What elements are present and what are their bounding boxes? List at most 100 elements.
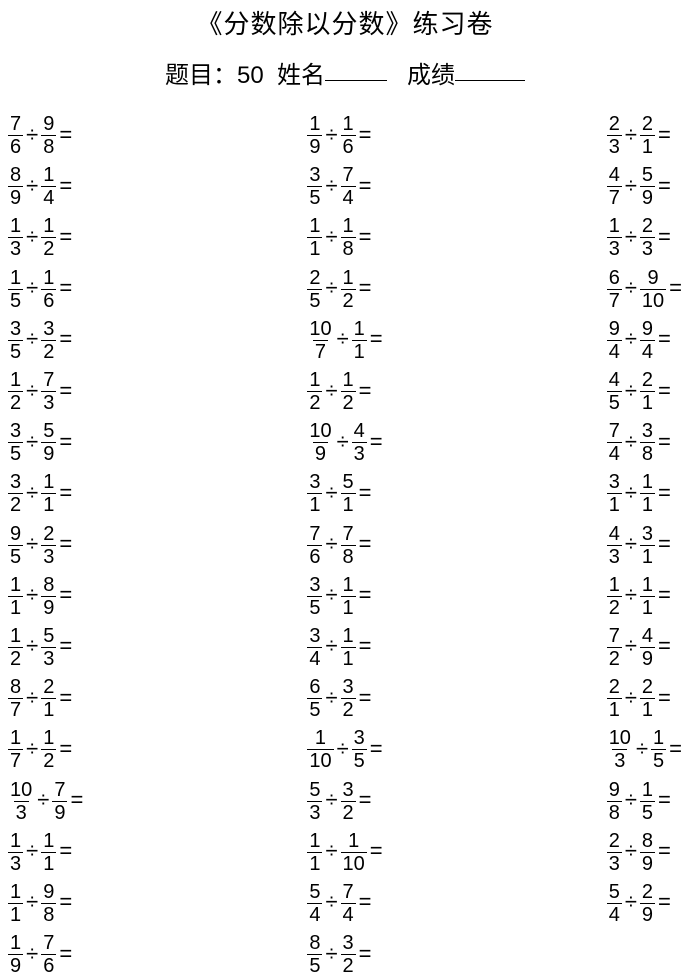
fraction: 87 <box>8 677 23 720</box>
fraction: 35 <box>8 421 23 464</box>
fraction-numerator: 7 <box>341 165 356 186</box>
fraction-denominator: 8 <box>341 237 356 259</box>
fraction: 59 <box>640 165 655 208</box>
fraction: 103 <box>8 780 34 823</box>
fraction-denominator: 7 <box>8 749 23 771</box>
fraction: 19 <box>307 114 322 157</box>
equals-sign: = <box>56 889 72 915</box>
fraction-numerator: 1 <box>640 575 655 596</box>
fraction-numerator: 7 <box>341 882 356 903</box>
fraction: 12 <box>41 728 56 771</box>
equals-sign: = <box>655 224 671 250</box>
fraction: 53 <box>307 780 322 823</box>
equals-sign: = <box>666 275 682 301</box>
problem: 12÷12= <box>307 366 382 417</box>
problem: 35÷32= <box>8 315 83 366</box>
fraction-numerator: 7 <box>52 780 67 801</box>
items-label: 题目： <box>165 62 237 89</box>
score-blank <box>455 80 525 81</box>
fraction: 11 <box>640 472 655 515</box>
problem: 53÷32= <box>307 775 382 826</box>
fraction-denominator: 2 <box>307 391 322 413</box>
fraction-numerator: 2 <box>640 677 655 698</box>
operator: ÷ <box>23 838 41 864</box>
equals-sign: = <box>56 531 72 557</box>
fraction: 25 <box>307 268 322 311</box>
fraction-denominator: 4 <box>341 186 356 208</box>
operator: ÷ <box>23 173 41 199</box>
fraction: 29 <box>640 882 655 925</box>
problem: 13÷12= <box>8 212 83 263</box>
fraction: 32 <box>341 780 356 823</box>
fraction-denominator: 10 <box>640 289 666 311</box>
operator: ÷ <box>322 173 340 199</box>
fraction-denominator: 3 <box>307 801 322 823</box>
fraction-denominator: 5 <box>8 545 23 567</box>
equals-sign: = <box>655 326 671 352</box>
fraction-denominator: 5 <box>640 801 655 823</box>
fraction-numerator: 3 <box>8 472 23 493</box>
fraction-numerator: 5 <box>607 882 622 903</box>
operator: ÷ <box>622 378 640 404</box>
fraction-numerator: 1 <box>640 780 655 801</box>
fraction: 13 <box>607 216 622 259</box>
fraction-numerator: 3 <box>307 626 322 647</box>
fraction: 11 <box>341 626 356 669</box>
fraction: 34 <box>307 626 322 669</box>
fraction-denominator: 6 <box>8 135 23 157</box>
fraction-denominator: 1 <box>307 493 322 515</box>
fraction-denominator: 1 <box>41 698 56 720</box>
fraction-denominator: 5 <box>352 749 367 771</box>
fraction-denominator: 4 <box>307 903 322 925</box>
fraction: 73 <box>41 370 56 413</box>
equals-sign: = <box>56 838 72 864</box>
fraction: 107 <box>307 319 333 362</box>
operator: ÷ <box>622 326 640 352</box>
fraction-denominator: 1 <box>41 852 56 874</box>
fraction-denominator: 2 <box>8 493 23 515</box>
fraction: 13 <box>8 831 23 874</box>
fraction-numerator: 1 <box>352 319 367 340</box>
equals-sign: = <box>655 429 671 455</box>
fraction-numerator: 9 <box>41 114 56 135</box>
fraction-numerator: 1 <box>341 268 356 289</box>
fraction-numerator: 7 <box>607 626 622 647</box>
fraction: 89 <box>41 575 56 618</box>
fraction: 95 <box>8 524 23 567</box>
fraction-denominator: 1 <box>640 698 655 720</box>
fraction: 74 <box>341 882 356 925</box>
operator: ÷ <box>334 429 352 455</box>
problem: 25÷12= <box>307 264 382 315</box>
fraction-denominator: 5 <box>307 596 322 618</box>
fraction-denominator: 6 <box>307 545 322 567</box>
problems-column: 19÷16=35÷74=11÷18=25÷12=107÷11=12÷12=109… <box>307 110 382 980</box>
fraction-numerator: 1 <box>8 370 23 391</box>
operator: ÷ <box>322 787 340 813</box>
fraction-denominator: 4 <box>41 186 56 208</box>
fraction-numerator: 8 <box>307 933 322 954</box>
operator: ÷ <box>322 685 340 711</box>
fraction-denominator: 3 <box>607 135 622 157</box>
fraction: 76 <box>307 524 322 567</box>
operator: ÷ <box>622 122 640 148</box>
equals-sign: = <box>56 326 72 352</box>
fraction: 98 <box>41 114 56 157</box>
items-count: 50 <box>237 62 264 89</box>
fraction: 21 <box>41 677 56 720</box>
problems-column: 76÷98=89÷14=13÷12=15÷16=35÷32=12÷73=35÷5… <box>8 110 83 980</box>
problem: 74÷38= <box>607 417 682 468</box>
fraction: 19 <box>8 933 23 976</box>
fraction-denominator: 9 <box>640 852 655 874</box>
fraction: 89 <box>640 831 655 874</box>
equals-sign: = <box>655 378 671 404</box>
equals-sign: = <box>356 889 372 915</box>
score-label: 成绩 <box>407 62 455 89</box>
fraction-denominator: 5 <box>607 391 622 413</box>
equals-sign: = <box>367 736 383 762</box>
operator: ÷ <box>622 480 640 506</box>
fraction: 21 <box>640 677 655 720</box>
operator: ÷ <box>322 633 340 659</box>
fraction-denominator: 2 <box>341 698 356 720</box>
fraction: 31 <box>640 524 655 567</box>
operator: ÷ <box>23 941 41 967</box>
